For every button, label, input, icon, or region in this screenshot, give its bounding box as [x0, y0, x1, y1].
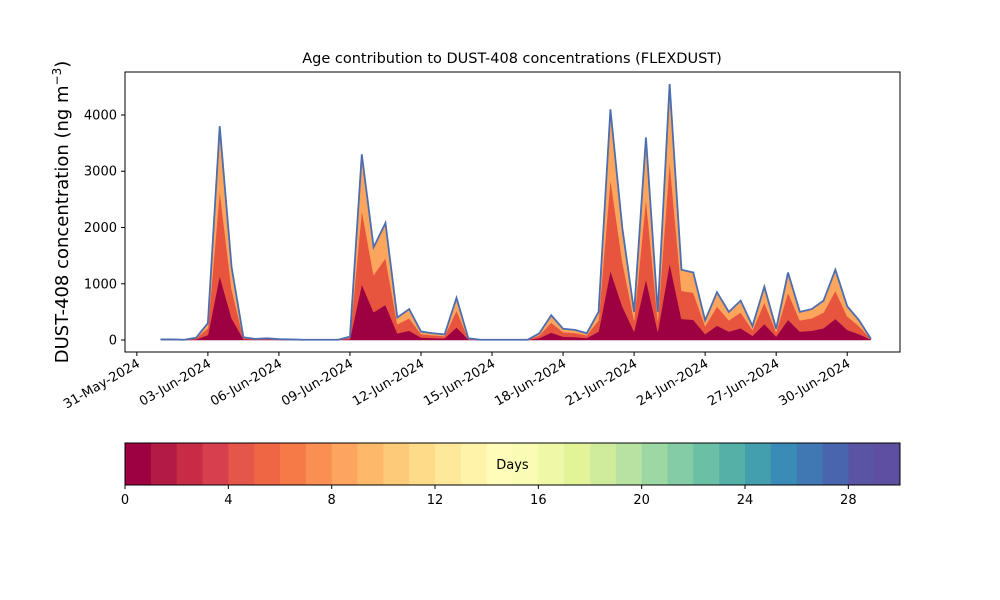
y-label-sup: −3	[50, 68, 64, 86]
colorbar-swatch	[228, 443, 255, 485]
colorbar-tick-label: 0	[121, 493, 129, 508]
colorbar-swatch	[331, 443, 358, 485]
colorbar-swatch	[176, 443, 203, 485]
colorbar-swatch	[150, 443, 178, 485]
y-tick-label: 4000	[84, 108, 117, 123]
colorbar-swatch	[874, 443, 901, 485]
colorbar-swatch	[770, 443, 798, 485]
colorbar-swatch	[125, 443, 152, 485]
colorbar-swatch	[745, 443, 772, 485]
colorbar-tick-label: 28	[840, 493, 857, 508]
colorbar-label: Days	[496, 458, 529, 473]
colorbar-swatch	[357, 443, 384, 485]
colorbar-swatch	[641, 443, 668, 485]
colorbar-swatch	[383, 443, 410, 485]
colorbar-tick-label: 4	[224, 493, 232, 508]
chart-title: Age contribution to DUST-408 concentrati…	[302, 51, 722, 67]
colorbar-swatch	[460, 443, 488, 485]
y-label-end: )	[52, 61, 73, 68]
colorbar-swatch	[564, 443, 591, 485]
colorbar-swatch	[693, 443, 720, 485]
colorbar-swatch	[280, 443, 307, 485]
colorbar-swatch	[305, 443, 333, 485]
colorbar-swatch	[667, 443, 694, 485]
outline	[160, 83, 872, 341]
colorbar-swatch	[615, 443, 643, 485]
colorbar-swatch	[848, 443, 875, 485]
y-label-main: DUST-408 concentration (ng m	[52, 85, 73, 363]
y-tick-label: 1000	[84, 277, 117, 292]
y-axis-label: DUST-408 concentration (ng m−3)	[50, 61, 73, 364]
colorbar-swatch	[822, 443, 849, 485]
colorbar-tick-label: 16	[530, 493, 547, 508]
colorbar-swatch	[435, 443, 462, 485]
colorbar-swatch	[719, 443, 746, 485]
colorbar-swatch	[512, 443, 539, 485]
plot-frame	[124, 71, 901, 353]
colorbar-tick-label: 12	[427, 493, 444, 508]
colorbar-frame	[124, 442, 901, 486]
y-tick-label: 0	[109, 334, 117, 349]
colorbar-swatch	[796, 443, 823, 485]
y-tick-label: 3000	[84, 165, 117, 180]
colorbar-tick-label: 20	[633, 493, 650, 508]
colorbar-swatch	[254, 443, 281, 485]
colorbar-tick-label: 24	[737, 493, 754, 508]
colorbar-swatch	[202, 443, 229, 485]
y-tick-label: 2000	[84, 221, 117, 236]
colorbar-swatch	[590, 443, 617, 485]
colorbar-swatch	[486, 443, 513, 485]
colorbar-tick-label: 8	[328, 493, 336, 508]
colorbar-swatch	[538, 443, 565, 485]
colorbar-swatch	[409, 443, 436, 485]
